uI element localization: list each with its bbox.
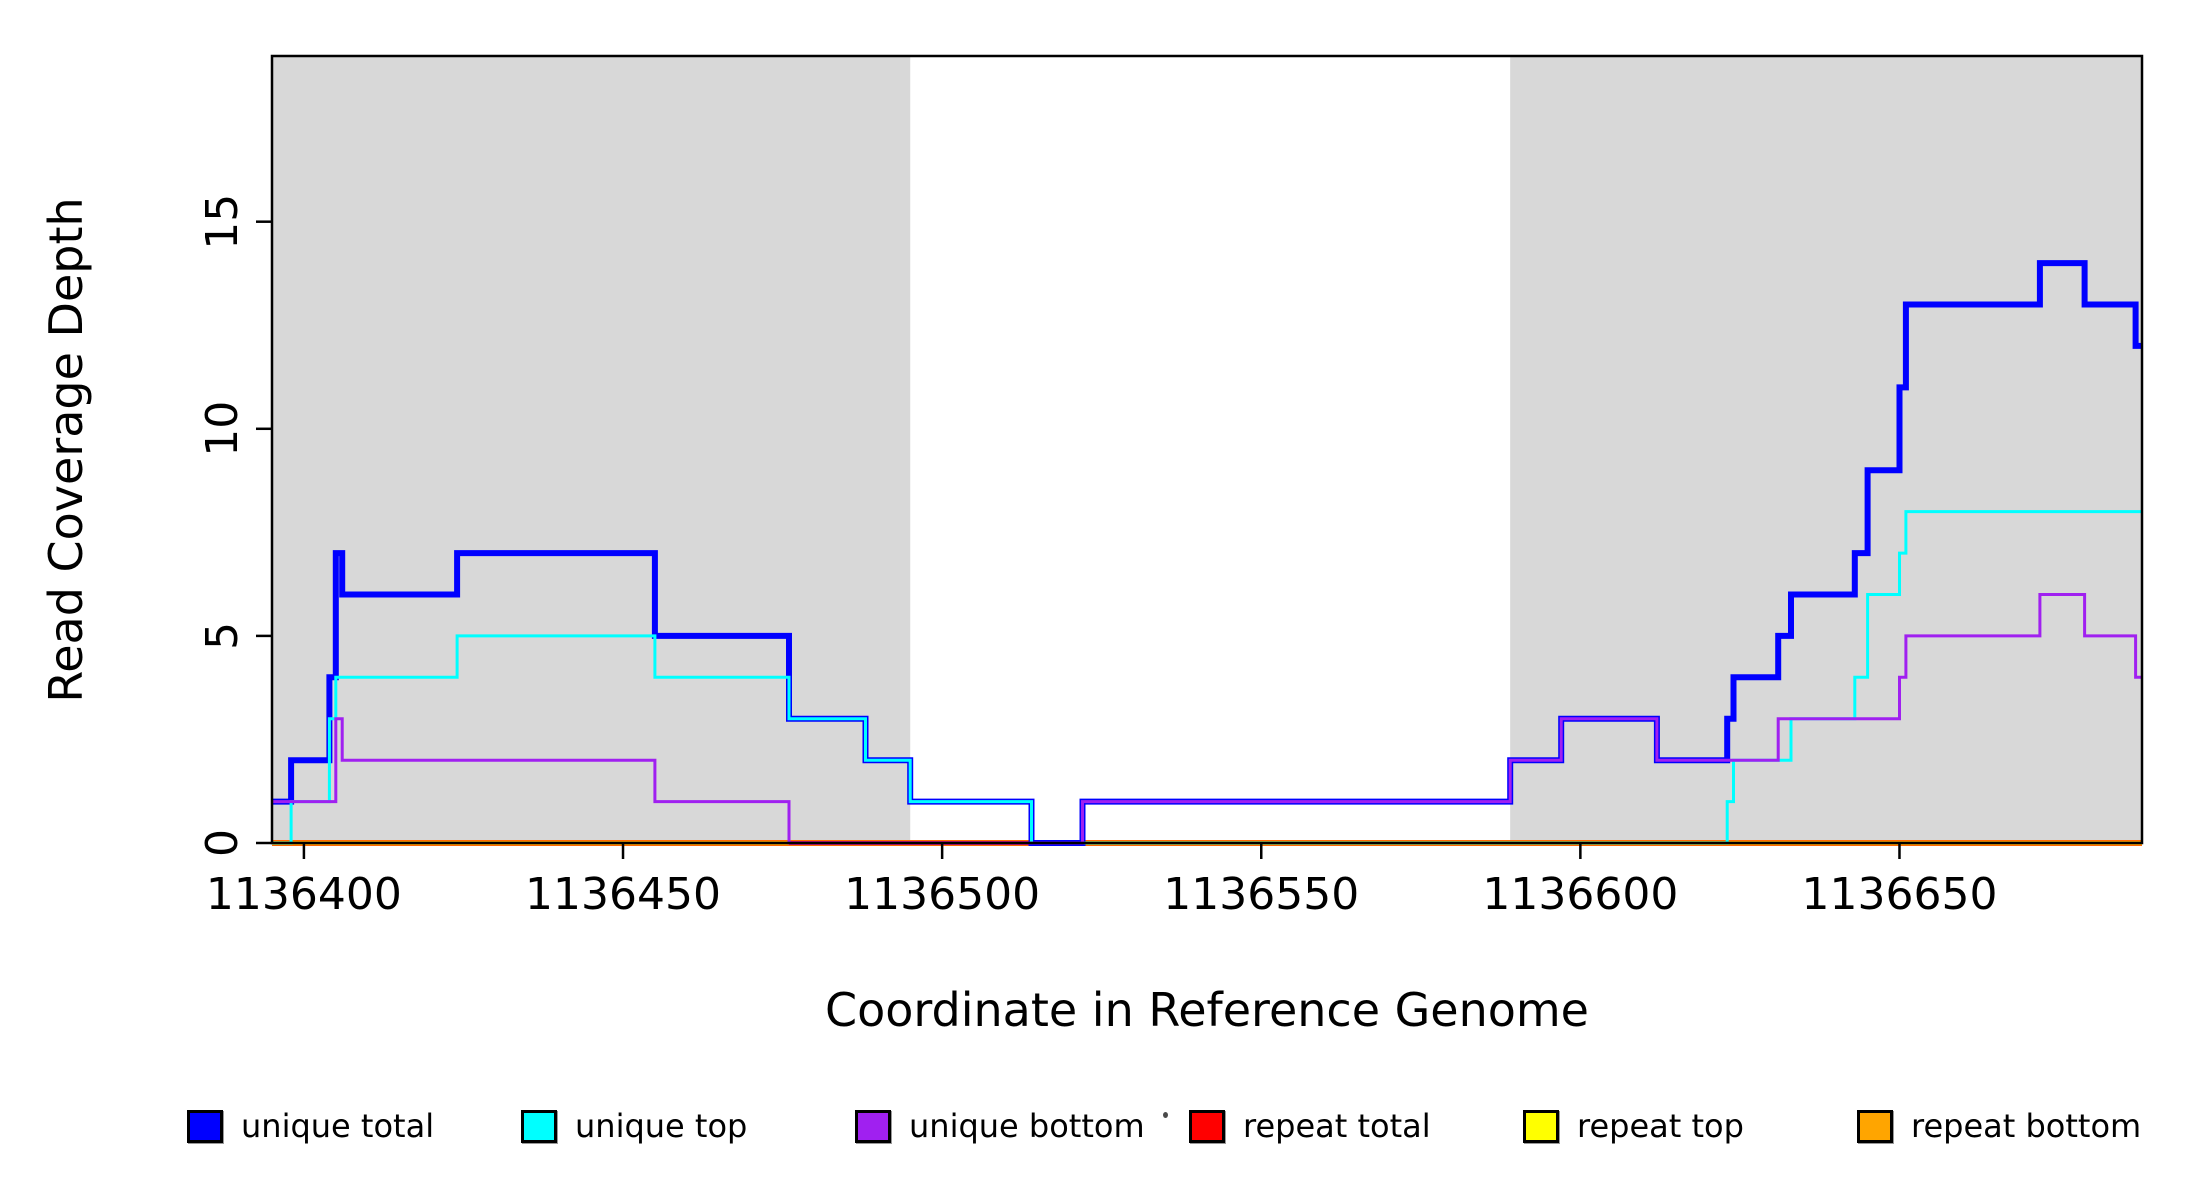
legend-label: unique total [241, 1107, 435, 1145]
plot-border [270, 54, 2144, 845]
x-tick-label: 1136400 [206, 869, 402, 920]
y-tick-label: 5 [197, 622, 248, 650]
legend-swatch-unique-total [187, 1109, 223, 1143]
legend: unique total unique top unique bottom repea… [0, 1098, 2200, 1154]
x-tick-label: 1136550 [1163, 869, 1359, 920]
stray-dot-artifact [1163, 1112, 1168, 1118]
series-line-unique-top [272, 510, 2142, 845]
y-axis-ticks: 0 5 10 15 [197, 194, 272, 857]
x-tick-label: 1136450 [525, 869, 721, 920]
legend-label: unique top [575, 1107, 748, 1145]
legend-item-unique-bottom: unique bottom [855, 1098, 1145, 1154]
legend-item-unique-top: unique top [521, 1098, 747, 1154]
legend-item-repeat-bottom: repeat bottom [1857, 1098, 2141, 1154]
legend-label: repeat total [1243, 1107, 1431, 1145]
legend-label: repeat top [1577, 1107, 1744, 1145]
y-tick-label: 0 [197, 829, 248, 857]
legend-swatch-unique-top [521, 1109, 557, 1143]
coverage-step-plot: 1136400 1136450 1136500 1136550 1136600 11366… [39, 54, 2144, 1037]
left-gray-block [272, 56, 911, 843]
y-tick-label: 15 [197, 194, 248, 250]
x-tick-label: 1136650 [1801, 869, 1997, 920]
legend-item-unique-total: unique total [187, 1098, 434, 1154]
plot-frame [270, 54, 2144, 845]
shaded-regions [272, 56, 2142, 843]
right-gray-block [1510, 56, 2142, 843]
legend-swatch-repeat-total [1189, 1109, 1225, 1143]
legend-swatch-repeat-top [1523, 1109, 1559, 1143]
x-axis-label: Coordinate in Reference Genome [825, 983, 1589, 1037]
y-axis-label: Read Coverage Depth [39, 197, 93, 702]
x-axis-ticks: 1136400 1136450 1136500 1136550 1136600 11366… [206, 843, 1997, 920]
legend-swatch-unique-bottom [855, 1109, 891, 1143]
x-tick-label: 1136500 [844, 869, 1040, 920]
y-tick-label: 10 [197, 401, 248, 457]
series-line-unique-bottom [272, 593, 2142, 845]
legend-label: unique bottom [909, 1107, 1145, 1145]
legend-item-repeat-total: repeat total [1189, 1098, 1431, 1154]
legend-item-repeat-top: repeat top [1523, 1098, 1744, 1154]
x-tick-label: 1136600 [1482, 869, 1678, 920]
legend-swatch-repeat-bottom [1857, 1109, 1893, 1143]
legend-label: repeat bottom [1911, 1107, 2142, 1145]
